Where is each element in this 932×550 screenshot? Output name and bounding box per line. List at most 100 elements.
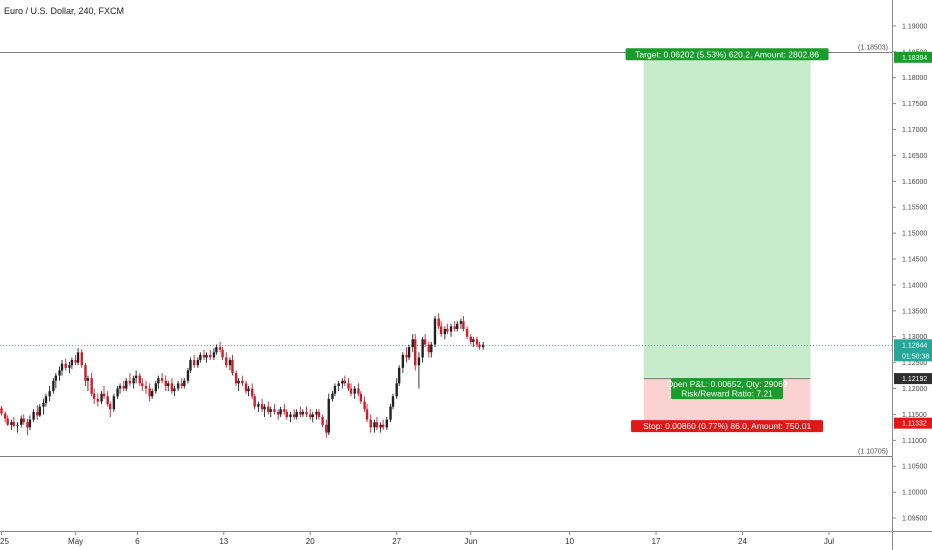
candle-body <box>144 385 148 389</box>
price-tick-label: 1.16000 <box>902 179 927 186</box>
stop-label[interactable]: Stop: 0.00860 (0.77%) 86.0, Amount: 750.… <box>631 420 824 433</box>
candle-body <box>58 370 61 376</box>
candle-body <box>218 347 222 350</box>
price-axis[interactable]: 1.190001.185001.180001.175001.170001.165… <box>892 0 932 550</box>
price-tick-label: 1.12500 <box>902 360 927 367</box>
time-tick-label: May <box>68 537 83 546</box>
pnl-label[interactable]: Open P&L: 0.00652, Qty: 29069Risk/Reward… <box>667 378 788 400</box>
candle-body <box>430 344 433 353</box>
candle-body <box>311 414 314 418</box>
time-axis[interactable]: 25 May 6 13 20 27 Jun 10 17 24 Jul <box>0 531 932 550</box>
candle-body <box>456 323 459 329</box>
candle-body <box>122 385 125 389</box>
candle-body <box>228 360 232 366</box>
candle-body <box>92 393 96 399</box>
candle-body <box>289 414 292 418</box>
candle-body <box>341 380 344 384</box>
candle-body <box>389 406 392 420</box>
candle-body <box>160 378 164 381</box>
candle-body <box>28 419 32 428</box>
target-label[interactable]: Target: 0.06202 (5.53%) 620.2, Amount: 2… <box>625 48 829 61</box>
candle-body <box>44 396 48 404</box>
target-label-text: Target: 0.06202 (5.53%) 620.2, Amount: 2… <box>635 49 819 59</box>
time-tick-label: Jun <box>464 537 477 546</box>
candle-body <box>331 393 334 399</box>
candle-body <box>247 388 250 392</box>
price-tick-label: 1.13000 <box>902 334 927 341</box>
candle-body <box>391 396 395 407</box>
candle-body <box>134 375 138 379</box>
candle-body <box>405 354 408 358</box>
candle-body <box>215 347 218 353</box>
price-tick-label: 1.12000 <box>902 386 927 393</box>
candle-body <box>421 339 424 358</box>
candle-body <box>76 352 80 363</box>
candle-body <box>132 378 135 384</box>
candle-body <box>16 424 19 426</box>
candle-body <box>263 406 266 410</box>
target-zone[interactable] <box>643 57 811 379</box>
candle-body <box>237 380 240 384</box>
candle-body <box>305 411 308 415</box>
candle-body <box>48 391 51 397</box>
candle-body <box>481 344 485 348</box>
candle-body <box>385 419 389 428</box>
candle-body <box>433 318 437 345</box>
price-tick-label: 1.17000 <box>902 127 927 134</box>
candle-body <box>299 411 302 415</box>
candle-body <box>395 383 398 397</box>
candle-body <box>0 408 3 414</box>
candle-body <box>225 357 228 366</box>
stop-price-tag <box>894 417 932 429</box>
time-tick-label: 24 <box>738 537 747 546</box>
candle-body <box>446 328 449 332</box>
time-tick-label: 6 <box>135 537 140 546</box>
candle-body <box>251 388 254 397</box>
candle-body <box>257 404 260 407</box>
price-tick-label: 1.18000 <box>902 75 927 82</box>
candle-body <box>478 344 481 348</box>
time-tick-label: 10 <box>565 537 574 546</box>
candle-body <box>401 354 405 368</box>
candle-body <box>357 388 360 394</box>
candle-body <box>125 380 128 389</box>
candle-body <box>189 360 192 371</box>
position-annotations: Target: 0.06202 (5.53%) 620.2, Amount: 2… <box>625 48 829 433</box>
candle-body <box>407 347 411 358</box>
price-tick-label: 1.14500 <box>902 257 927 264</box>
candle-body <box>70 360 74 366</box>
candle-body <box>475 339 479 345</box>
candle-body <box>379 424 382 428</box>
price-tick-label: 1.14000 <box>902 282 927 289</box>
candlestick-series <box>0 313 485 438</box>
candle-body <box>64 363 67 368</box>
candle-body <box>423 339 427 345</box>
candle-body <box>170 383 174 392</box>
candle-body <box>253 396 256 407</box>
horizontal-line-label: (1.10705) <box>858 449 888 456</box>
candle-body <box>192 360 196 366</box>
candle-body <box>349 388 353 394</box>
candle-body <box>54 375 58 381</box>
candle-body <box>12 422 16 426</box>
candle-body <box>10 422 13 425</box>
candle-body <box>90 378 93 394</box>
candle-body <box>276 411 280 415</box>
time-tick-label: 25 <box>0 537 9 546</box>
candle-body <box>369 419 372 428</box>
candle-body <box>20 418 23 425</box>
candle-body <box>439 326 443 335</box>
time-tick-label: 17 <box>652 537 661 546</box>
candle-body <box>221 349 224 358</box>
candle-body <box>417 357 421 366</box>
candle-body <box>60 363 64 371</box>
candle-body <box>118 385 122 389</box>
candle-body <box>212 352 216 358</box>
candle-body <box>138 375 142 384</box>
time-tick-label: 27 <box>392 537 401 546</box>
target-price-tag-label: 1.18394 <box>902 55 927 62</box>
pnl-label-text: Open P&L: 0.00652, Qty: 29069 <box>667 379 788 389</box>
long-position-tool[interactable] <box>643 57 811 424</box>
candle-body <box>443 328 447 335</box>
